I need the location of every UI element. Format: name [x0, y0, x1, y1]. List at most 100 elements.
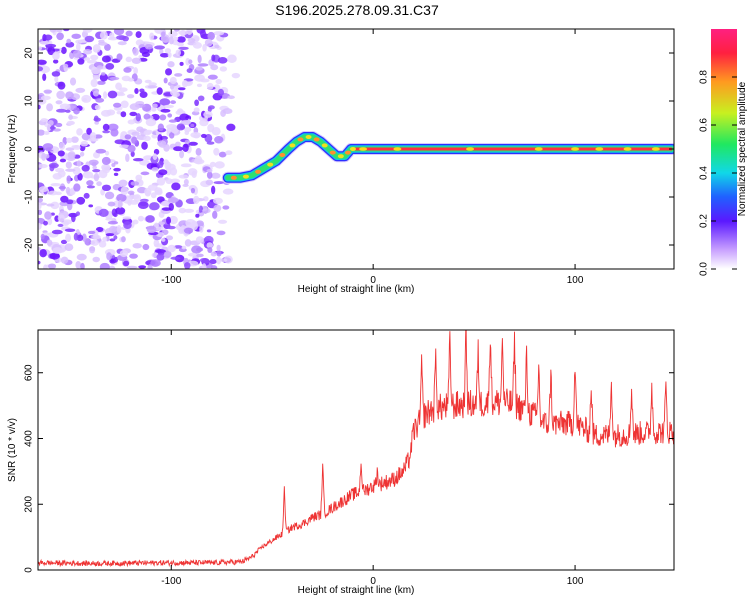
- noise-blob: [190, 123, 195, 128]
- noise-blob: [202, 208, 211, 214]
- noise-blob: [131, 136, 138, 144]
- noise-blob: [49, 252, 60, 260]
- noise-blob: [50, 212, 55, 216]
- noise-blob: [175, 49, 181, 57]
- spectrogram-x-label: Height of straight line (km): [298, 284, 415, 295]
- noise-blob: [44, 153, 50, 159]
- noise-blob: [206, 171, 213, 179]
- noise-blob: [76, 160, 82, 167]
- noise-blob: [218, 151, 227, 158]
- signal-ridge: [221, 131, 674, 184]
- noise-blob: [43, 34, 53, 41]
- noise-blob: [113, 29, 125, 36]
- noise-blob: [199, 257, 209, 263]
- noise-blob: [131, 57, 142, 64]
- noise-blob: [180, 119, 192, 126]
- noise-blob: [38, 66, 44, 72]
- noise-blob: [91, 161, 97, 167]
- noise-blob: [76, 253, 87, 261]
- noise-blob: [132, 219, 139, 225]
- noise-blob: [71, 136, 79, 143]
- noise-blob: [75, 87, 86, 93]
- noise-blob: [98, 208, 109, 217]
- noise-blob: [158, 169, 168, 176]
- noise-blob: [81, 233, 87, 242]
- noise-blob: [99, 73, 108, 82]
- noise-blob: [147, 264, 153, 269]
- noise-blob: [104, 43, 111, 51]
- noise-blob: [127, 190, 135, 195]
- noise-blob: [40, 233, 45, 240]
- noise-blob: [96, 65, 104, 70]
- noise-blob: [132, 158, 144, 162]
- noise-blob: [42, 143, 54, 151]
- spectrogram-y-label: Frequency (Hz): [7, 115, 18, 184]
- noise-blob: [59, 103, 70, 110]
- noise-blob: [65, 233, 72, 243]
- noise-blob: [92, 256, 100, 263]
- noise-blob: [210, 172, 221, 179]
- noise-blob: [152, 103, 158, 109]
- noise-blob: [49, 164, 56, 168]
- y-tick-label: 200: [24, 495, 35, 512]
- noise-blob: [38, 163, 48, 169]
- noise-blob: [207, 106, 212, 113]
- noise-blob: [107, 220, 118, 225]
- noise-blob: [140, 171, 150, 176]
- noise-blob: [49, 126, 56, 130]
- noise-blob: [178, 46, 189, 51]
- noise-blob: [58, 185, 66, 190]
- noise-blob: [152, 153, 158, 161]
- noise-blob: [49, 29, 57, 33]
- noise-blob: [168, 202, 174, 211]
- noise-blob: [40, 95, 51, 101]
- noise-blob: [135, 31, 142, 38]
- noise-blob: [65, 186, 71, 195]
- noise-blob: [116, 35, 127, 41]
- noise-blob: [168, 132, 175, 139]
- ridge-hotspot: [255, 169, 262, 174]
- noise-blob: [40, 118, 48, 122]
- noise-blob: [139, 88, 145, 93]
- noise-blob: [105, 217, 115, 221]
- noise-blob: [38, 186, 49, 193]
- noise-blob: [167, 113, 173, 118]
- noise-blob: [147, 85, 158, 89]
- noise-blob: [143, 135, 151, 142]
- noise-blob: [115, 207, 126, 215]
- noise-blob: [83, 57, 91, 61]
- noise-blob: [168, 31, 178, 37]
- noise-blob: [187, 38, 196, 43]
- y-tick-label: 400: [24, 430, 35, 447]
- noise-blob: [199, 78, 210, 83]
- noise-blob: [94, 121, 100, 125]
- noise-blob: [100, 188, 105, 196]
- noise-blob: [55, 191, 62, 196]
- noise-blob: [154, 45, 166, 50]
- noise-blob: [86, 59, 98, 64]
- noise-blob: [88, 204, 94, 208]
- noise-blob: [107, 201, 116, 207]
- noise-blob: [159, 48, 164, 55]
- snr-frame: [37, 329, 675, 571]
- noise-blob: [127, 119, 136, 125]
- ridge-hotspot: [279, 153, 286, 157]
- noise-blob: [167, 225, 176, 230]
- noise-blob: [187, 260, 199, 267]
- noise-blob: [184, 262, 191, 269]
- noise-blob: [87, 230, 96, 235]
- noise-blob: [226, 123, 236, 132]
- noise-blob: [145, 215, 155, 223]
- noise-blob: [43, 220, 48, 226]
- noise-blob: [42, 73, 47, 81]
- noise-blob: [138, 265, 147, 269]
- noise-blob: [206, 242, 214, 249]
- noise-blob: [196, 253, 204, 258]
- noise-blob: [108, 265, 116, 269]
- noise-blob: [93, 172, 100, 182]
- noise-blob: [81, 94, 92, 103]
- colorbar-ticks: 0.0 0.2 0.4 0.6 0.8: [699, 70, 737, 276]
- noise-blob: [225, 150, 233, 155]
